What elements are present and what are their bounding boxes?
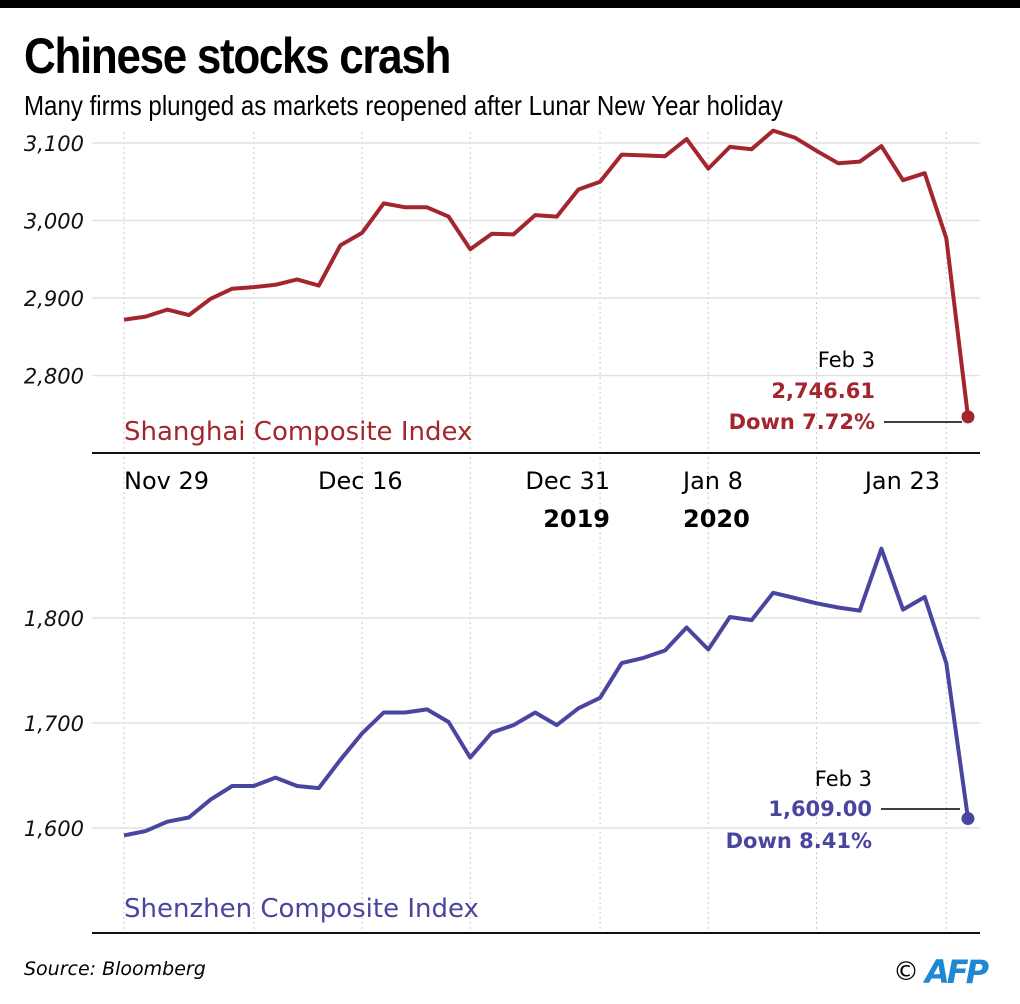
y-tick-label: 1,600 <box>24 817 84 841</box>
y-tick-label: 1,700 <box>24 712 84 736</box>
y-tick-label: 1,800 <box>24 607 84 631</box>
shenzhen-line <box>123 546 970 838</box>
shanghai-chart: 2,800 2,900 3,000 3,100 Shanghai Composite … <box>24 128 980 454</box>
shanghai-annotation-value: 2,746.61 <box>771 379 875 403</box>
shenzhen-annotation-change: Down 8.41% <box>726 829 872 853</box>
x-tick-label: Dec 16 <box>318 467 403 495</box>
shanghai-series-label: Shanghai Composite Index <box>124 417 472 447</box>
chart-title: Chinese stocks crash <box>24 28 451 84</box>
shenzhen-annotation-value: 1,609.00 <box>768 797 872 821</box>
y-tick-label: 2,800 <box>24 365 84 389</box>
shanghai-annotation-date: Feb 3 <box>818 348 875 372</box>
shanghai-annotation-change: Down 7.72% <box>729 410 875 434</box>
shenzhen-chart: 1,600 1,700 1,800 Shenzhen Composite Index… <box>24 546 980 934</box>
afp-logo: AFP <box>925 953 989 991</box>
shenzhen-series-label: Shenzhen Composite Index <box>124 894 479 924</box>
source-note: Source: Bloomberg <box>24 958 206 980</box>
copyright-icon: © <box>893 957 919 987</box>
y-tick-label: 3,000 <box>24 210 84 234</box>
x-tick-label: Dec 31 <box>525 467 610 495</box>
shanghai-line <box>123 128 970 418</box>
x-tick-label: Jan 23 <box>863 467 940 495</box>
shenzhen-end-marker <box>961 812 975 826</box>
y-tick-label: 2,900 <box>24 287 84 311</box>
year-label-2019: 2019 <box>543 505 610 533</box>
shanghai-end-marker <box>961 410 975 424</box>
top-bar <box>0 0 1020 8</box>
shenzhen-annotation-date: Feb 3 <box>815 767 872 791</box>
credit: © AFP <box>893 952 989 992</box>
x-tick-label: Jan 8 <box>681 467 743 495</box>
chart-subtitle: Many firms plunged as markets reopened a… <box>24 90 783 121</box>
x-axis-labels: Nov 29 Dec 16 Dec 31 Jan 8 Jan 23 2019 2… <box>124 467 940 533</box>
x-tick-label: Nov 29 <box>124 467 209 495</box>
y-tick-label: 3,100 <box>24 132 84 156</box>
year-label-2020: 2020 <box>683 505 750 533</box>
